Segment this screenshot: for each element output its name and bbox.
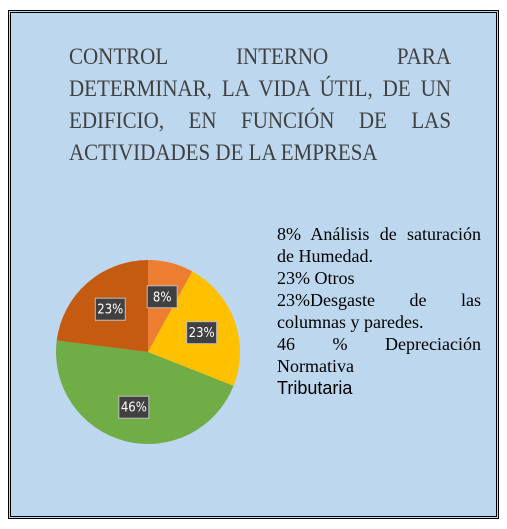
legend-text: 23%Desgaste de las columnas y paredes. xyxy=(277,290,481,332)
data-label: 8% xyxy=(153,290,172,305)
pie-slice xyxy=(56,340,234,444)
frame: CONTROL INTERNO PARA DETERMINAR, LA VIDA… xyxy=(8,10,499,519)
data-label: 46% xyxy=(121,401,147,416)
legend-text: Tributaria xyxy=(277,378,353,398)
data-label: 23% xyxy=(189,326,215,341)
legend: 8% Análisis de saturación de Humedad. 23%… xyxy=(277,223,481,399)
label-box xyxy=(146,285,178,309)
label-box xyxy=(186,321,218,345)
legend-text: 46 % Depreciación Normativa xyxy=(277,334,481,376)
chart-title: CONTROL INTERNO PARA DETERMINAR, LA VIDA… xyxy=(69,43,451,166)
label-box xyxy=(94,297,126,321)
legend-text: 8% Análisis de saturación de Humedad. xyxy=(277,224,481,266)
data-label: 23% xyxy=(97,303,123,318)
legend-text: 23% Otros xyxy=(277,268,355,288)
label-box xyxy=(118,395,150,419)
